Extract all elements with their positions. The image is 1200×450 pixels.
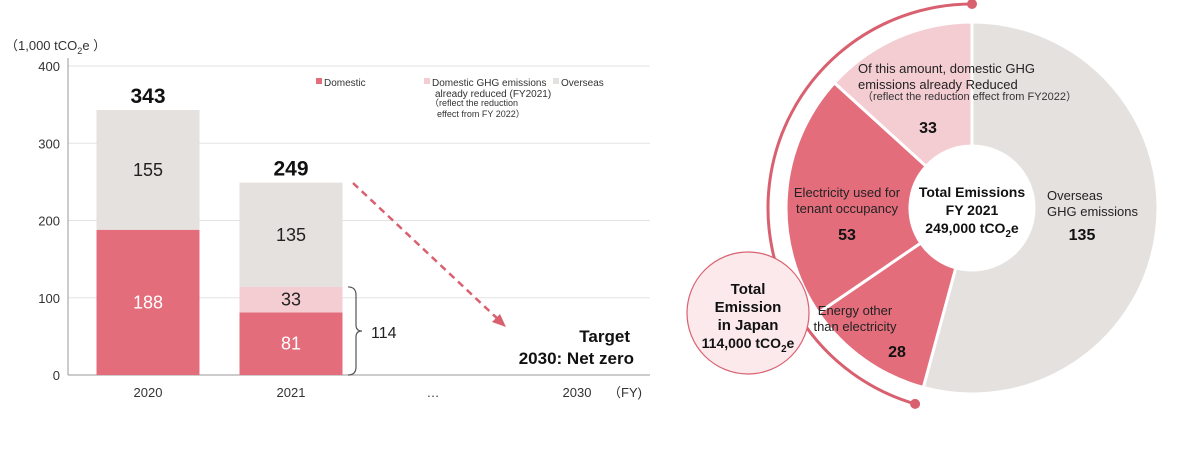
legend-label: already reduced (FY2021) [435,89,551,100]
japan-total-label: Total [731,281,766,298]
target-label: Target [579,327,630,346]
slice-label: GHG emissions [1047,204,1139,219]
legend-swatch [316,78,322,84]
y-tick-label: 0 [53,368,60,383]
bar-value-label: 33 [281,290,301,310]
legend-swatch [424,78,430,84]
slice-label: Of this amount, domestic GHG [858,61,1035,76]
center-year: FY 2021 [946,202,999,218]
legend-label: Overseas [561,78,604,89]
legend-label: Domestic GHG emissions [432,78,546,89]
arc-end-dot [967,0,977,9]
bar-segment-overseas [96,110,200,230]
legend-note: effect from FY 2022） [437,109,525,119]
bar-value-label: 81 [281,334,301,354]
slice-label: than electricity [813,319,897,334]
slice-label: Energy other [818,303,893,318]
slice-sublabel: （reflect the reduction effect from FY202… [862,90,1077,103]
japan-total-badge [686,251,810,375]
slice-value-label: 53 [838,227,856,244]
bar-total-label: 249 [273,158,308,181]
x-tick-label: 2020 [134,385,163,400]
bar-value-label: 155 [133,160,163,180]
slice-value-label: 135 [1069,227,1096,244]
legend-note: （reflect the reduction [430,98,518,108]
bar-segment-overseas [239,182,343,287]
legend-swatch [553,78,559,84]
center-total: 249,000 tCO2e [925,220,1019,240]
trend-arrow-line [352,182,501,322]
slice-label: Overseas [1047,188,1103,203]
japan-total-label: Emission [715,299,782,316]
y-axis-label: （1,000 tCO2e ） [5,38,106,56]
bracket-label: 114 [371,325,397,342]
stacked-bar-chart: （1,000 tCO2e ） 0 100 200 300 400 2020 2021 … 2030… [5,38,650,400]
y-tick-label: 100 [38,291,60,306]
center-title: Total Emissions [919,184,1026,200]
x-tick-label: 2030 [563,385,592,400]
slice-value-label: 33 [919,120,937,137]
slice-value-label: 28 [888,344,906,361]
y-tick-label: 400 [38,59,60,74]
slice-label: emissions already Reduced [858,77,1018,92]
bracket [347,286,363,376]
y-tick-label: 300 [38,136,60,151]
bar-value-label: 135 [276,225,306,245]
slice-label: Electricity used for [794,185,901,200]
arrow-head-icon [492,314,506,327]
japan-range-arc [766,2,973,406]
bar-segment-domestic [96,229,200,375]
target-label: 2030: Net zero [519,349,634,368]
donut-hole [910,146,1034,270]
bar-segment-domestic [239,312,343,375]
slice-label: tenant occupancy [796,201,898,216]
bar-segment-reduced [239,286,343,313]
bar-total-label: 343 [130,85,165,108]
y-tick-label: 200 [38,214,60,229]
japan-total-label: in Japan [718,317,779,334]
legend-label: Domestic [324,78,366,89]
x-tick-label: … [427,385,440,400]
bar-value-label: 188 [133,292,163,312]
japan-total-value: 114,000 tCO2e [702,335,795,355]
x-axis-label: （FY) [608,385,642,400]
x-tick-label: 2021 [277,385,306,400]
arc-end-dot [910,398,921,409]
